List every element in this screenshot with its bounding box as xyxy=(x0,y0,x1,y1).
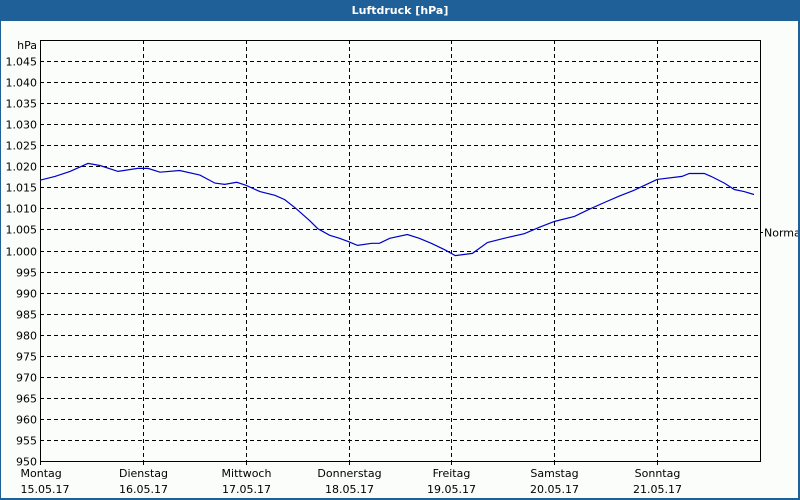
y-tick-label: 1.025 xyxy=(6,140,38,153)
normal-label: Normal xyxy=(764,227,798,240)
window-title: Luftdruck [hPa] xyxy=(0,0,800,21)
x-tick-day: Samstag xyxy=(530,467,578,480)
y-tick-label: 950 xyxy=(16,456,37,469)
y-tick-label: 985 xyxy=(16,309,37,322)
y-tick-label: 1.030 xyxy=(6,119,38,132)
y-tick-label: 1.015 xyxy=(6,182,38,195)
y-tick-label: 1.020 xyxy=(6,161,38,174)
x-tick-day: Freitag xyxy=(433,467,471,480)
x-tick-day: Mittwoch xyxy=(222,467,272,480)
x-tick-day: Donnerstag xyxy=(317,467,381,480)
y-tick-label: 1.035 xyxy=(6,98,38,111)
y-tick-label: 1.040 xyxy=(6,77,38,90)
y-tick-label: 1.000 xyxy=(6,246,38,259)
y-tick-label: 970 xyxy=(16,372,37,385)
x-tick-date: 15.05.17 xyxy=(21,483,70,496)
y-tick-label: 975 xyxy=(16,351,37,364)
y-tick-label: 990 xyxy=(16,288,37,301)
x-tick-date: 16.05.17 xyxy=(119,483,168,496)
y-tick-label: 1.010 xyxy=(6,203,38,216)
y-tick-label: 965 xyxy=(16,393,37,406)
x-tick-date: 19.05.17 xyxy=(427,483,476,496)
pressure-line-chart: 950 955 960 965 970 975 980 985 990 995 1.000 1.005… xyxy=(6,39,799,496)
x-tick-date: 21.05.17 xyxy=(633,483,682,496)
y-tick-label: 980 xyxy=(16,330,37,343)
x-tick-day: Montag xyxy=(21,467,62,480)
pressure-series-line xyxy=(39,162,755,257)
y-axis-unit: hPa xyxy=(17,39,37,52)
x-tick-date: 18.05.17 xyxy=(325,483,374,496)
y-tick-label: 1.045 xyxy=(6,56,38,69)
x-tick-day: Dienstag xyxy=(119,467,168,480)
y-tick-label: 955 xyxy=(16,435,37,448)
y-tick-label: 995 xyxy=(16,267,37,280)
x-tick-day: Sonntag xyxy=(635,467,681,480)
x-tick-date: 20.05.17 xyxy=(530,483,579,496)
plot-frame xyxy=(40,40,761,462)
y-tick-label: 1.005 xyxy=(6,224,38,237)
y-tick-label: 960 xyxy=(16,414,37,427)
chart-area: 950 955 960 965 970 975 980 985 990 995 1.000 1.005… xyxy=(1,21,798,498)
x-tick-date: 17.05.17 xyxy=(222,483,271,496)
